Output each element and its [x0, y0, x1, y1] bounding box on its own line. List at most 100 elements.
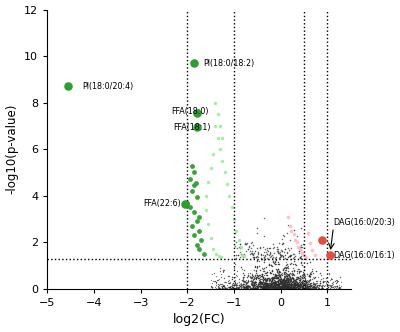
Point — [275, 286, 282, 291]
Point — [272, 272, 278, 277]
Point — [290, 283, 296, 289]
Point — [336, 286, 342, 291]
Point — [284, 278, 291, 283]
Point — [284, 265, 290, 270]
Point — [268, 285, 274, 290]
Point — [240, 277, 246, 282]
Point — [241, 284, 247, 289]
Point — [278, 285, 284, 290]
Point — [238, 283, 244, 288]
Point — [280, 277, 286, 283]
Point — [291, 279, 298, 285]
Point — [276, 277, 283, 282]
Point — [219, 135, 226, 140]
Point — [260, 278, 266, 283]
Point — [282, 259, 289, 265]
Point — [252, 285, 258, 290]
Point — [274, 275, 280, 281]
Point — [278, 281, 284, 287]
Point — [291, 278, 298, 283]
Point — [266, 286, 273, 291]
Point — [256, 279, 262, 285]
Point — [254, 283, 260, 289]
Point — [320, 280, 326, 285]
Point — [268, 282, 275, 288]
Point — [286, 276, 293, 281]
Point — [265, 276, 272, 281]
Point — [296, 255, 303, 260]
Point — [303, 283, 310, 288]
Point — [281, 286, 288, 291]
Point — [312, 281, 319, 287]
Point — [284, 284, 290, 289]
Point — [256, 279, 263, 285]
Point — [297, 274, 304, 279]
Point — [290, 282, 297, 287]
Point — [240, 283, 246, 289]
Point — [281, 281, 288, 287]
Point — [296, 279, 302, 285]
Point — [292, 261, 298, 267]
Point — [241, 281, 248, 287]
Point — [297, 282, 303, 287]
Point — [296, 283, 302, 289]
Point — [240, 282, 246, 287]
Point — [288, 285, 294, 290]
Point — [251, 275, 258, 281]
Point — [284, 277, 291, 282]
Point — [220, 285, 226, 290]
Point — [279, 278, 286, 283]
Point — [295, 283, 301, 288]
Point — [288, 280, 294, 286]
Point — [298, 285, 304, 290]
Point — [296, 286, 302, 291]
Point — [253, 284, 260, 289]
Point — [270, 275, 276, 280]
Point — [287, 280, 294, 285]
Point — [264, 273, 270, 278]
Point — [265, 285, 272, 290]
Point — [270, 281, 276, 286]
Point — [250, 254, 257, 260]
Point — [274, 275, 280, 280]
Point — [262, 270, 269, 276]
Point — [281, 276, 287, 282]
Point — [276, 284, 283, 289]
Point — [297, 277, 304, 282]
Point — [293, 274, 300, 279]
Point — [288, 281, 294, 287]
Point — [290, 276, 296, 281]
Point — [258, 273, 265, 279]
Point — [251, 281, 258, 287]
Point — [234, 283, 240, 288]
Point — [304, 284, 311, 289]
Point — [263, 283, 270, 288]
Point — [280, 240, 286, 246]
Point — [298, 282, 304, 287]
Point — [292, 282, 298, 287]
Point — [292, 286, 298, 291]
Point — [336, 285, 342, 290]
Point — [281, 286, 287, 291]
Point — [290, 283, 296, 289]
Point — [293, 286, 299, 291]
Point — [298, 275, 304, 280]
Point — [276, 240, 283, 246]
Point — [293, 279, 299, 284]
Point — [278, 285, 284, 290]
Point — [281, 266, 287, 271]
Point — [260, 284, 267, 289]
Point — [235, 285, 241, 290]
Point — [271, 285, 278, 290]
Point — [276, 284, 283, 289]
Point — [262, 284, 268, 290]
Point — [267, 286, 273, 291]
Point — [298, 253, 304, 259]
Point — [289, 283, 295, 288]
Point — [315, 286, 321, 291]
Point — [278, 285, 284, 290]
Point — [336, 285, 343, 290]
Point — [288, 256, 294, 261]
Point — [249, 251, 256, 256]
Point — [272, 258, 279, 263]
